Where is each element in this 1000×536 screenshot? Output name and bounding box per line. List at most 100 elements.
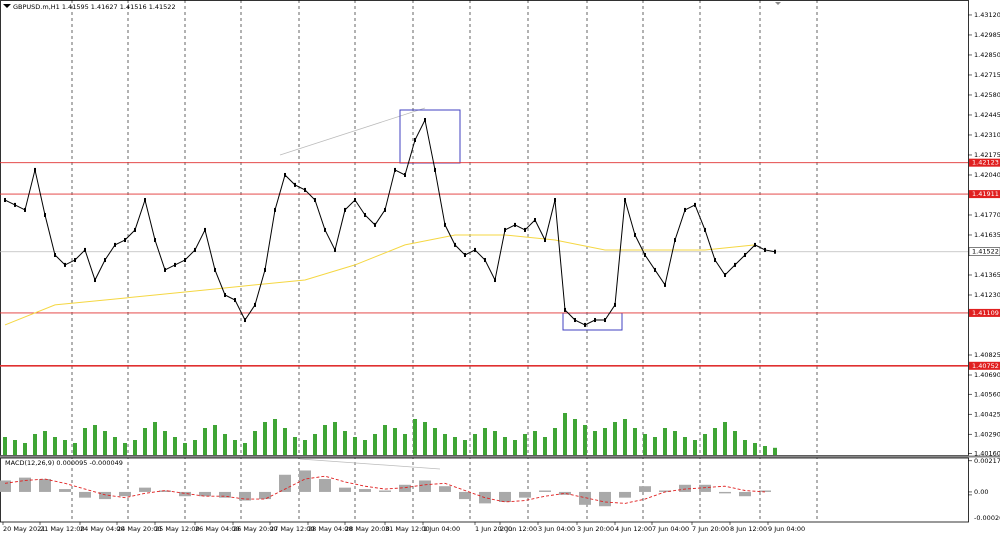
price-point (664, 282, 666, 287)
price-point (164, 267, 166, 272)
macd-bar (339, 487, 351, 492)
price-point (74, 258, 76, 263)
macd-bar (299, 470, 311, 492)
volume-bar (43, 431, 47, 455)
volume-bar (303, 440, 307, 455)
volume-bar (693, 440, 697, 455)
volume-bar (163, 431, 167, 455)
macd-bar (599, 491, 611, 507)
price-point (294, 182, 296, 187)
price-point (304, 187, 306, 192)
x-tick-label: 4 Jun 12:00 (615, 525, 652, 533)
price-point (364, 212, 366, 217)
trend-line (279, 107, 426, 156)
price-point (754, 242, 756, 247)
volume-bar (383, 425, 387, 455)
volume-bar (283, 428, 287, 455)
level-label: 1.42123 (972, 159, 999, 167)
level-label: 1.41109 (972, 309, 999, 317)
x-tick-label: 3 Jun 04:00 (538, 525, 575, 533)
x-tick-label: 20 May 2021 (3, 525, 45, 533)
price-point (604, 318, 606, 323)
volume-bar (143, 428, 147, 455)
volume-bar (773, 447, 777, 455)
x-tick-label: 7 Jun 04:00 (652, 525, 689, 533)
macd-bar (19, 477, 31, 492)
macd-bar (99, 491, 111, 500)
macd-bar (179, 491, 191, 497)
volume-bar (13, 440, 17, 455)
macd-bar (699, 484, 711, 492)
price-point (634, 232, 636, 237)
price-point (684, 207, 686, 212)
price-point (174, 262, 176, 267)
volume-bar (53, 437, 57, 455)
x-tick-label: 2 Jun 12:00 (500, 525, 537, 533)
current-price-tag (968, 247, 1000, 256)
volume-bar (343, 431, 347, 455)
price-point (104, 258, 106, 263)
price-point (474, 247, 476, 252)
x-tick-label: 7 Jun 20:00 (692, 525, 729, 533)
macd-bar (579, 491, 591, 505)
price-point (494, 278, 496, 283)
x-tick-label: 28 May 20:00 (345, 525, 390, 533)
macd-bar (279, 474, 291, 492)
macd-signal (4, 475, 766, 504)
volume-bar (603, 428, 607, 455)
volume-bar (103, 431, 107, 455)
price-point (34, 167, 36, 172)
price-point (584, 322, 586, 327)
volume-bar (663, 428, 667, 455)
volume-bar (493, 431, 497, 455)
price-point (134, 227, 136, 232)
level-tag (969, 158, 1000, 167)
price-point (314, 198, 316, 203)
volume-bar (643, 434, 647, 455)
price-point (724, 272, 726, 277)
volume-bar (403, 434, 407, 455)
price-point (114, 242, 116, 247)
price-point (734, 262, 736, 267)
price-point (284, 172, 286, 177)
price-point (94, 278, 96, 283)
y-tick-label: 1.40290 (974, 430, 1000, 438)
menu-arrow[interactable] (3, 4, 11, 8)
y-tick-label: 1.40425 (974, 410, 1000, 418)
macd-bar (239, 491, 251, 501)
macd-bar (439, 486, 451, 492)
price-point (54, 252, 56, 257)
volume-bar (173, 437, 177, 455)
price-point (64, 262, 66, 267)
y-tick-label: 1.42580 (974, 91, 1000, 99)
price-point (764, 247, 766, 252)
price-point (504, 227, 506, 232)
macd-bar (159, 490, 171, 492)
price-point (534, 218, 536, 223)
x-tick-label: 26 May 04:00 (195, 525, 240, 533)
volume-bar (563, 413, 567, 455)
x-tick-label: 26 May 20:00 (233, 525, 278, 533)
price-point (124, 238, 126, 243)
price-point (624, 198, 626, 203)
macd-bar (259, 491, 271, 500)
y-tick-label: 1.41230 (974, 291, 1000, 299)
price-point (644, 252, 646, 257)
price-point (424, 118, 426, 123)
macd-bar (139, 487, 151, 492)
price-point (384, 207, 386, 212)
x-tick-label: 27 May 12:00 (270, 525, 315, 533)
y-tick-label: 0.00 (974, 488, 988, 496)
price-point (774, 249, 776, 254)
y-tick-label: 1.42310 (974, 131, 1000, 139)
macd-bar (459, 491, 471, 500)
price-point (144, 198, 146, 203)
volume-bar (753, 443, 757, 455)
price-point (434, 167, 436, 172)
volume-bar (763, 446, 767, 455)
y-tick-label: 1.42040 (974, 171, 1000, 179)
volume-bar (583, 425, 587, 455)
volume-bar (653, 437, 657, 455)
macd-bar (719, 491, 731, 494)
